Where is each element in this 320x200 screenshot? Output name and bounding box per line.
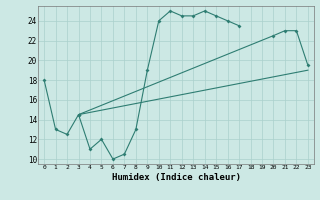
X-axis label: Humidex (Indice chaleur): Humidex (Indice chaleur) bbox=[111, 173, 241, 182]
